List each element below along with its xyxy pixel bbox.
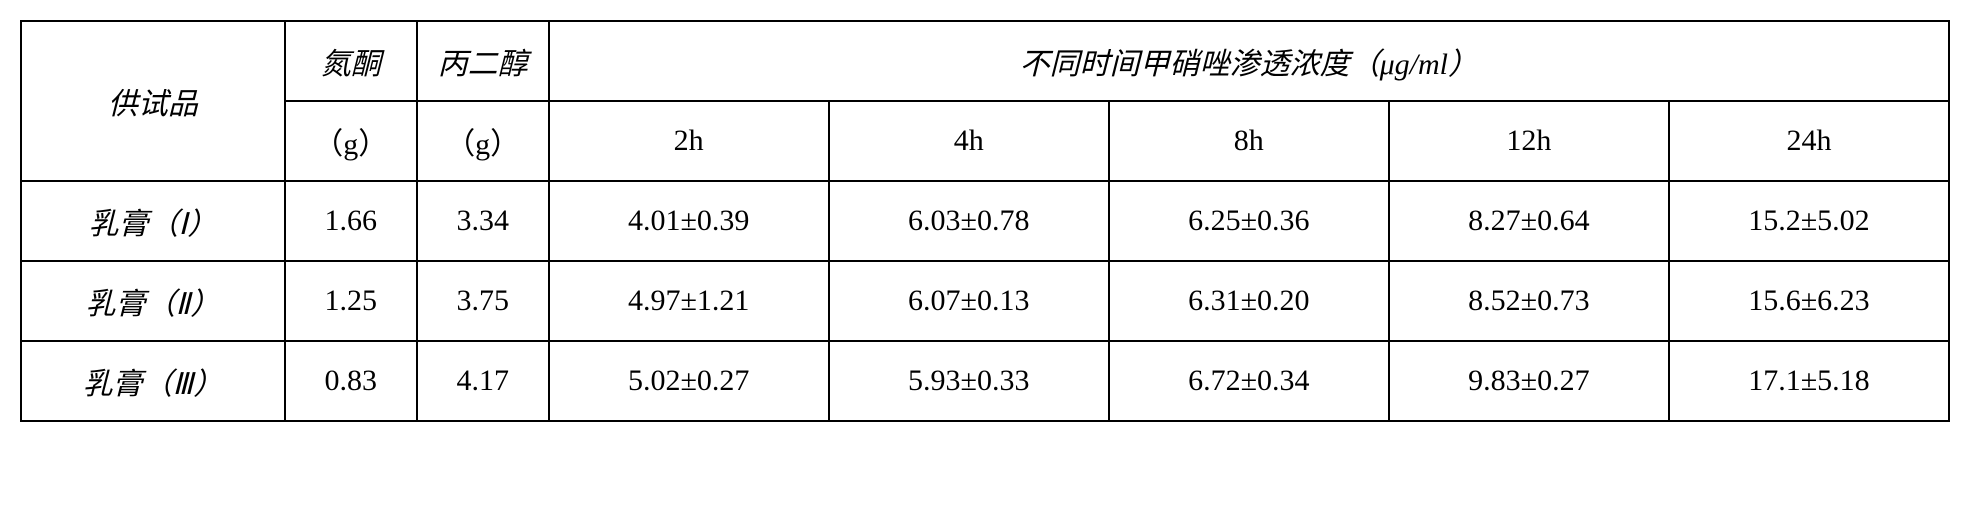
header-azone-unit: （g） [285, 101, 417, 181]
cell-value: 5.93±0.33 [829, 341, 1109, 421]
header-time-4: 24h [1669, 101, 1949, 181]
cell-value: 8.27±0.64 [1389, 181, 1669, 261]
cell-value: 5.02±0.27 [549, 341, 829, 421]
cell-value: 6.07±0.13 [829, 261, 1109, 341]
header-pg-unit: （g） [417, 101, 549, 181]
header-time-3: 12h [1389, 101, 1669, 181]
cell-value: 15.2±5.02 [1669, 181, 1949, 261]
cell-value: 8.52±0.73 [1389, 261, 1669, 341]
cell-value: 6.25±0.36 [1109, 181, 1389, 261]
cell-azone: 1.25 [285, 261, 417, 341]
header-time-0: 2h [549, 101, 829, 181]
header-row-1: 供试品 氮酮 丙二醇 不同时间甲硝唑渗透浓度（μg/ml） [21, 21, 1949, 101]
header-propylene-glycol: 丙二醇 [417, 21, 549, 101]
cell-pg: 3.75 [417, 261, 549, 341]
header-time-1: 4h [829, 101, 1109, 181]
table-row: 乳膏（Ⅰ） 1.66 3.34 4.01±0.39 6.03±0.78 6.25… [21, 181, 1949, 261]
cell-value: 6.03±0.78 [829, 181, 1109, 261]
cell-value: 4.97±1.21 [549, 261, 829, 341]
table-body: 乳膏（Ⅰ） 1.66 3.34 4.01±0.39 6.03±0.78 6.25… [21, 181, 1949, 421]
header-concentration: 不同时间甲硝唑渗透浓度（μg/ml） [549, 21, 1949, 101]
header-sample: 供试品 [21, 21, 285, 181]
cell-value: 6.72±0.34 [1109, 341, 1389, 421]
cell-sample: 乳膏（Ⅰ） [21, 181, 285, 261]
cell-value: 15.6±6.23 [1669, 261, 1949, 341]
table-header: 供试品 氮酮 丙二醇 不同时间甲硝唑渗透浓度（μg/ml） （g） （g） 2h… [21, 21, 1949, 181]
permeation-table: 供试品 氮酮 丙二醇 不同时间甲硝唑渗透浓度（μg/ml） （g） （g） 2h… [20, 20, 1950, 422]
table-row: 乳膏（Ⅱ） 1.25 3.75 4.97±1.21 6.07±0.13 6.31… [21, 261, 1949, 341]
header-azone: 氮酮 [285, 21, 417, 101]
cell-pg: 3.34 [417, 181, 549, 261]
table-row: 乳膏（Ⅲ） 0.83 4.17 5.02±0.27 5.93±0.33 6.72… [21, 341, 1949, 421]
cell-sample: 乳膏（Ⅱ） [21, 261, 285, 341]
cell-value: 17.1±5.18 [1669, 341, 1949, 421]
cell-azone: 0.83 [285, 341, 417, 421]
header-time-2: 8h [1109, 101, 1389, 181]
cell-value: 9.83±0.27 [1389, 341, 1669, 421]
cell-value: 4.01±0.39 [549, 181, 829, 261]
cell-value: 6.31±0.20 [1109, 261, 1389, 341]
header-row-2: （g） （g） 2h 4h 8h 12h 24h [21, 101, 1949, 181]
cell-azone: 1.66 [285, 181, 417, 261]
cell-sample: 乳膏（Ⅲ） [21, 341, 285, 421]
cell-pg: 4.17 [417, 341, 549, 421]
